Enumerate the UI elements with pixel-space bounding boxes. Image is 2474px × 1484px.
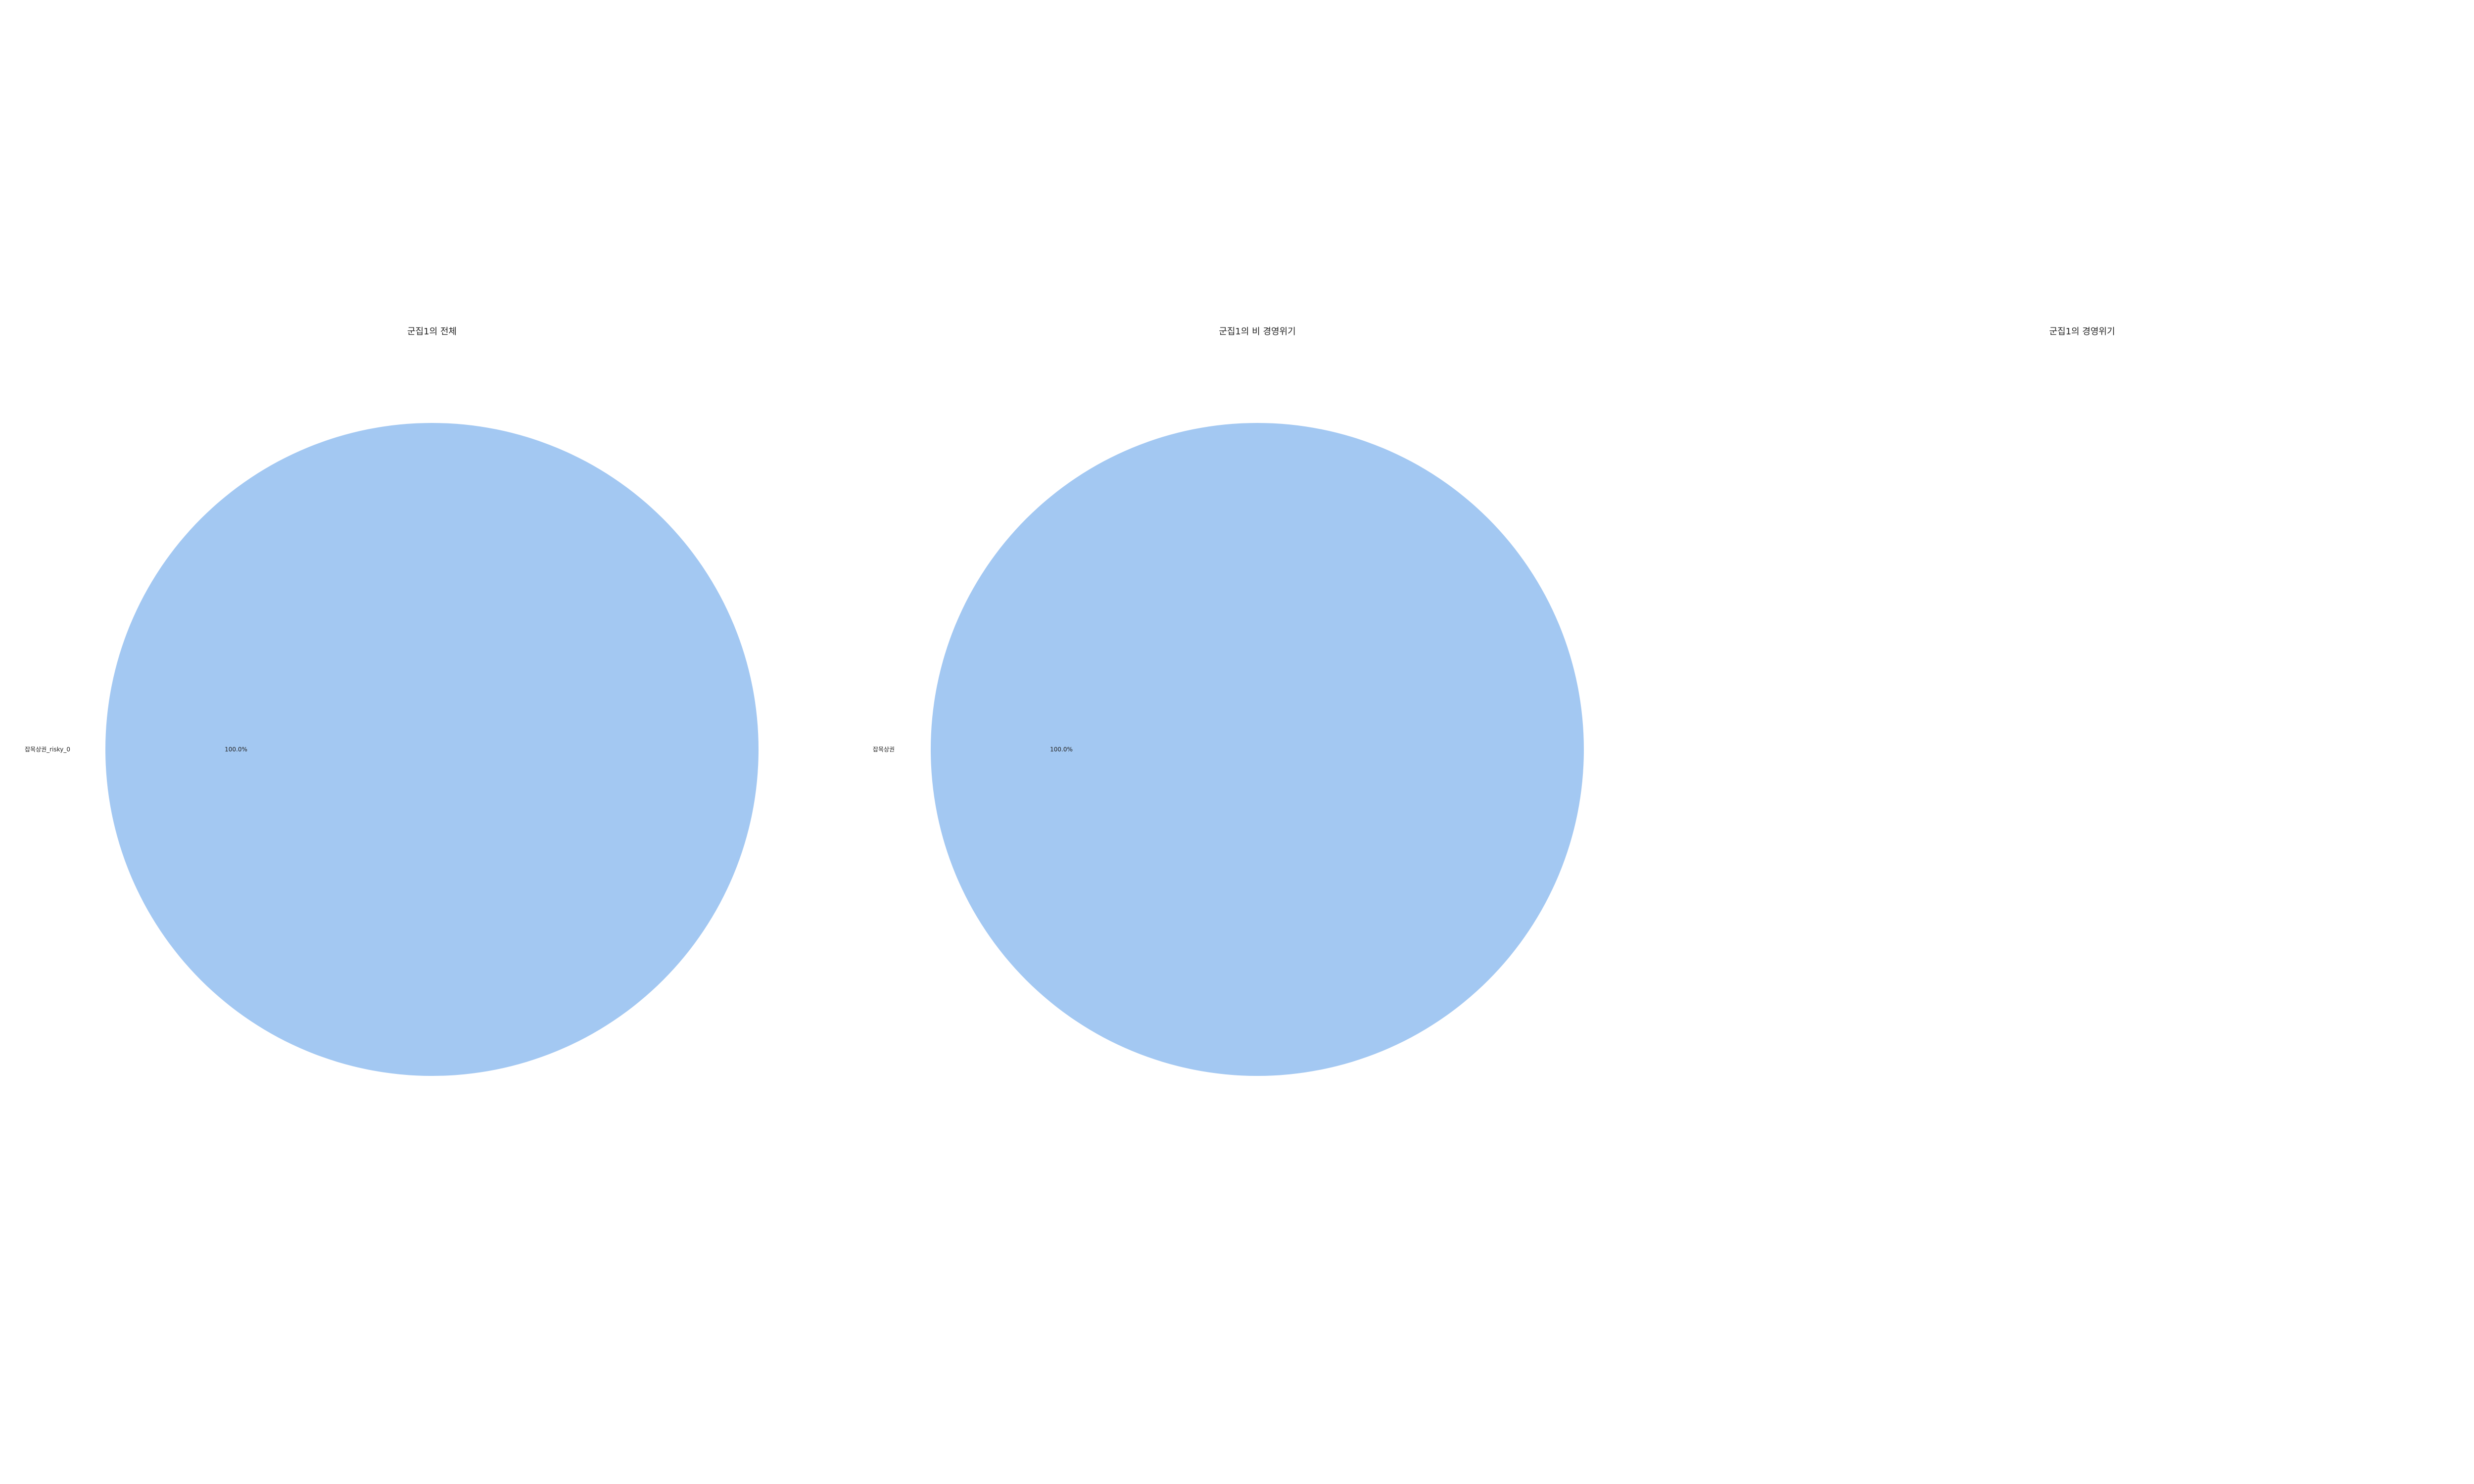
slice-percent-label: 100.0% xyxy=(225,746,247,753)
pie-slice xyxy=(931,423,1584,1076)
pie-panel-1: 군집1의 전체 잡목상권_risky_0 100.0% xyxy=(25,326,759,1076)
chart-title: 군집1의 경영위기 xyxy=(2049,326,2115,337)
pie-panel-2: 군집1의 비 경영위기 잡목상권 100.0% xyxy=(873,326,1584,1076)
chart-title: 군집1의 전체 xyxy=(407,326,457,337)
slice-percent-label: 100.0% xyxy=(1050,746,1073,753)
pie-slice xyxy=(105,423,759,1076)
chart-title: 군집1의 비 경영위기 xyxy=(1219,326,1295,337)
slice-label: 잡목상권_risky_0 xyxy=(25,746,70,753)
slice-label: 잡목상권 xyxy=(873,746,895,753)
pie-panel-3: 군집1의 경영위기 xyxy=(2049,326,2115,337)
